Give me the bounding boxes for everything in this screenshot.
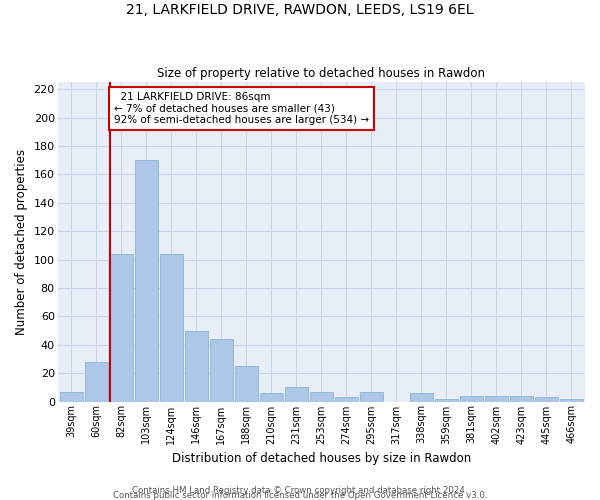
- Bar: [285, 388, 308, 402]
- Bar: [510, 396, 533, 402]
- Bar: [535, 398, 557, 402]
- Bar: [135, 160, 158, 402]
- Text: Contains public sector information licensed under the Open Government Licence v3: Contains public sector information licen…: [113, 491, 487, 500]
- Bar: [335, 398, 358, 402]
- Bar: [110, 254, 133, 402]
- Bar: [310, 392, 332, 402]
- Bar: [485, 396, 508, 402]
- Y-axis label: Number of detached properties: Number of detached properties: [15, 149, 28, 335]
- X-axis label: Distribution of detached houses by size in Rawdon: Distribution of detached houses by size …: [172, 452, 471, 465]
- Bar: [185, 330, 208, 402]
- Bar: [460, 396, 482, 402]
- Bar: [60, 392, 83, 402]
- Text: 21 LARKFIELD DRIVE: 86sqm
← 7% of detached houses are smaller (43)
92% of semi-d: 21 LARKFIELD DRIVE: 86sqm ← 7% of detach…: [114, 92, 369, 125]
- Bar: [235, 366, 257, 402]
- Bar: [410, 393, 433, 402]
- Bar: [360, 392, 383, 402]
- Title: Size of property relative to detached houses in Rawdon: Size of property relative to detached ho…: [157, 66, 485, 80]
- Bar: [210, 339, 233, 402]
- Text: 21, LARKFIELD DRIVE, RAWDON, LEEDS, LS19 6EL: 21, LARKFIELD DRIVE, RAWDON, LEEDS, LS19…: [126, 2, 474, 16]
- Text: Contains HM Land Registry data © Crown copyright and database right 2024.: Contains HM Land Registry data © Crown c…: [132, 486, 468, 495]
- Bar: [160, 254, 182, 402]
- Bar: [260, 393, 283, 402]
- Bar: [435, 398, 458, 402]
- Bar: [560, 398, 583, 402]
- Bar: [85, 362, 107, 402]
